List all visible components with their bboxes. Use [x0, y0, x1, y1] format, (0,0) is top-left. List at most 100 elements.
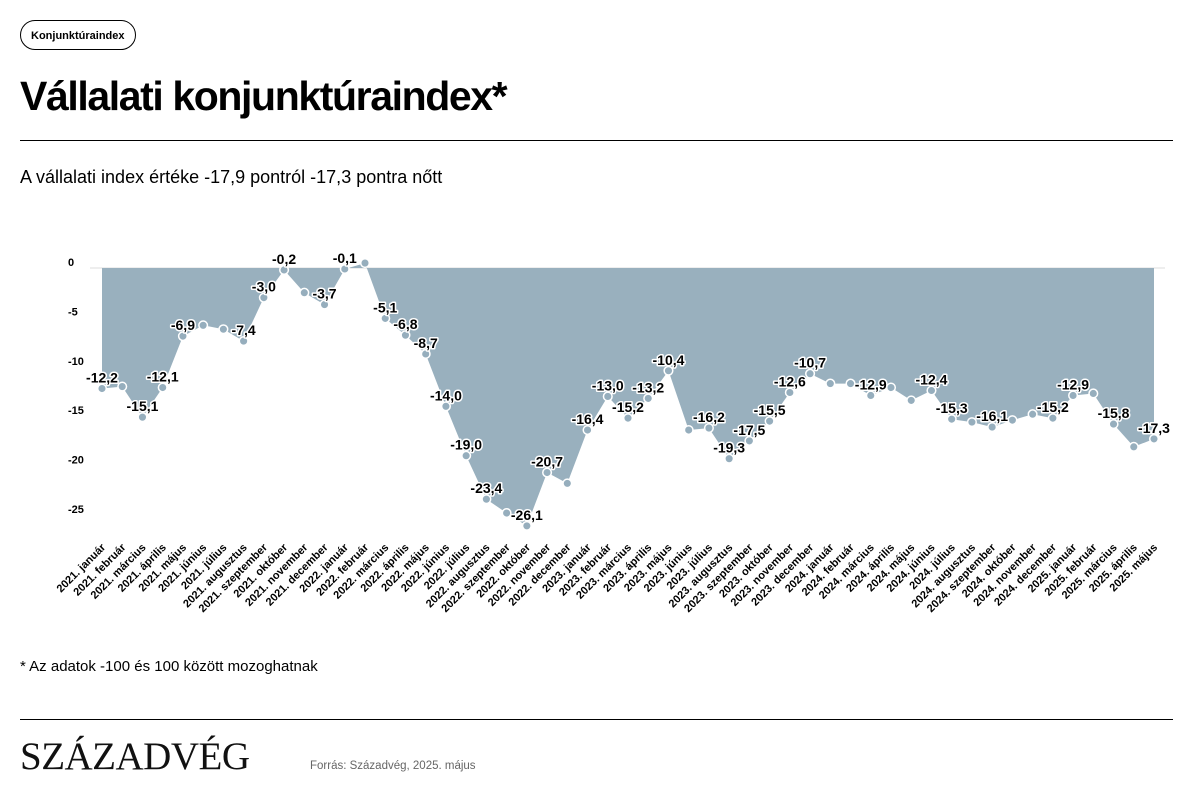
data-point [1128, 441, 1139, 452]
data-point [137, 412, 148, 423]
data-point [906, 395, 917, 406]
data-point [1068, 390, 1079, 401]
data-point [380, 313, 391, 324]
data-point [1088, 388, 1099, 399]
y-axis-ticks: 0 -5 -10 -15 -20 -25 [68, 257, 84, 516]
data-point [319, 299, 330, 310]
data-point [279, 264, 290, 276]
data-label: -14,0 [430, 387, 462, 403]
data-point [1007, 415, 1018, 426]
data-point [481, 494, 492, 505]
data-point [501, 507, 512, 519]
data-point [805, 368, 816, 379]
data-point [218, 324, 229, 335]
data-point [703, 423, 714, 434]
area-layer [102, 263, 1154, 526]
data-point [845, 378, 856, 389]
data-label: -15,8 [1098, 405, 1130, 421]
data-point [117, 381, 128, 392]
data-label: -26,1 [511, 507, 543, 523]
data-label: -3,0 [252, 279, 276, 295]
data-label: -6,8 [393, 316, 417, 332]
area-chart: 0-5-10-15-20-25 -12,2-15,1-12,1-6,9 -7,4-… [55, 248, 1172, 614]
data-label: -15,3 [936, 400, 968, 416]
data-label: -19,3 [713, 440, 745, 456]
data-label: -15,1 [127, 398, 159, 414]
data-label: -15,2 [1037, 399, 1069, 415]
data-point [764, 416, 775, 427]
data-label: -23,4 [470, 480, 502, 496]
data-point [299, 287, 310, 298]
data-point [643, 393, 654, 404]
data-point [177, 331, 188, 342]
y-tick-label: -20 [68, 455, 84, 467]
data-point [359, 258, 371, 269]
data-point [987, 422, 998, 433]
data-point [339, 263, 350, 275]
data-label: -7,4 [232, 322, 256, 338]
data-point [926, 385, 937, 396]
data-label: -19,0 [450, 437, 482, 453]
y-tick-label: -10 [68, 356, 84, 368]
data-label: -13,0 [592, 377, 624, 393]
data-labels: -12,2 -15,1 -12,1 -6,9 -7,4 -3,0 -0,2 -3,7 -0,1 -… [85, 248, 1172, 524]
data-point [258, 292, 269, 303]
data-point [440, 401, 451, 412]
szazadveg-logo: SZÁZADVÉG [20, 735, 250, 778]
category-badge: Konjunktúraindex [20, 20, 136, 50]
data-point [157, 382, 168, 393]
data-point [542, 467, 553, 478]
chart-subtitle: A vállalati index értéke -17,9 pontról -… [20, 167, 443, 187]
data-point [521, 520, 532, 531]
data-label: -10,4 [653, 352, 685, 368]
data-points [96, 258, 1160, 531]
data-point [96, 383, 108, 394]
data-point [602, 391, 613, 402]
data-label: -12,9 [855, 376, 887, 392]
data-label: -20,7 [531, 454, 563, 470]
data-point [946, 414, 957, 425]
data-label: -5,1 [373, 299, 397, 315]
footnote: * Az adatok -100 és 100 között mozoghatn… [20, 658, 318, 675]
data-point [238, 336, 249, 347]
data-point [1148, 433, 1160, 444]
data-label: -13,2 [632, 379, 664, 395]
source-note: Forrás: Századvég, 2025. május [310, 760, 476, 772]
data-label: -17,3 [1138, 420, 1170, 436]
data-point [461, 450, 472, 461]
data-label: -10,7 [794, 355, 826, 371]
data-point [744, 435, 755, 446]
area-series [102, 263, 1154, 526]
data-label: -16,2 [693, 409, 725, 425]
data-label: -0,2 [272, 251, 296, 267]
footer-divider [20, 719, 1173, 720]
data-label: -8,7 [414, 335, 438, 351]
data-point [562, 478, 573, 489]
y-tick-label: 0 [68, 257, 74, 269]
y-tick-label: -25 [68, 504, 84, 516]
data-label: -0,1 [333, 250, 357, 266]
data-label: -6,9 [171, 317, 195, 333]
data-label: -15,5 [754, 402, 786, 418]
data-label: -3,7 [312, 286, 336, 302]
data-label: -17,5 [733, 422, 765, 438]
data-point [966, 417, 977, 428]
data-point [825, 378, 836, 389]
data-point [1047, 413, 1058, 424]
data-label: -12,1 [147, 369, 179, 385]
data-point [784, 387, 795, 398]
data-label: -16,4 [572, 411, 604, 427]
data-point [1108, 419, 1119, 430]
data-point [885, 382, 897, 393]
data-point [420, 348, 431, 360]
data-point [582, 424, 593, 436]
data-label: -12,9 [1057, 376, 1089, 392]
data-point [1027, 409, 1038, 420]
data-point [724, 453, 735, 464]
data-label: -16,1 [976, 408, 1008, 424]
data-label: -15,2 [612, 399, 644, 415]
page-title: Vállalati konjunktúraindex* [20, 73, 508, 119]
data-label: -12,2 [86, 370, 118, 386]
data-point [400, 330, 411, 341]
data-label: -12,6 [774, 373, 806, 389]
